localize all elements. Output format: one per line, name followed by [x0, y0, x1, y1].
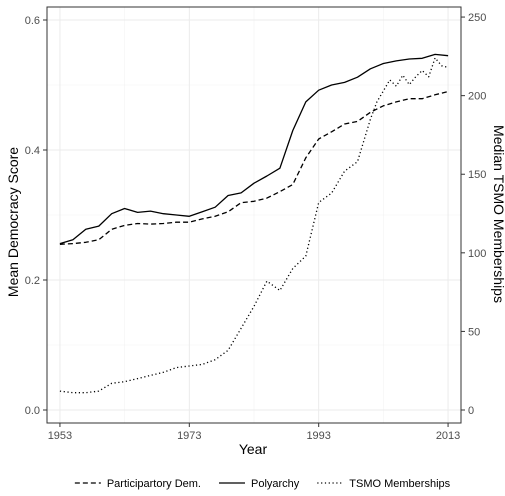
y-axis-left-title: Mean Democracy Score [5, 147, 21, 297]
y-right-tick-label: 50 [468, 326, 480, 338]
y-left-tick-label: 0.4 [25, 145, 40, 157]
y-left-tick-label: 0.6 [25, 15, 40, 27]
series-line-polyarchy [59, 53, 449, 245]
x-axis-title: Year [239, 441, 268, 457]
series-line-tsmo-memberships [59, 57, 449, 394]
y-axis-right-title: Median TSMO Memberships [491, 125, 505, 303]
y-right-tick-label: 0 [468, 405, 474, 417]
y-right-tick-label: 250 [468, 12, 486, 24]
y-left-tick-label: 0.0 [25, 405, 40, 417]
series-line-participartory-dem- [59, 90, 449, 245]
legend-label: Polyarchy [251, 478, 300, 490]
x-tick-label: 2013 [436, 430, 460, 442]
legend: Participartory Dem. Polyarchy TSMO Members… [74, 478, 451, 490]
y-right-tick-label: 200 [468, 91, 486, 103]
y-right-tick-label: 100 [468, 248, 486, 260]
x-tick-label: 1993 [306, 430, 330, 442]
series-layer [59, 53, 449, 394]
gridlines [47, 7, 461, 423]
y-right-tick-label: 150 [468, 169, 486, 181]
legend-label: TSMO Memberships [349, 478, 450, 490]
axes: 1953 1973 1993 2013 0.0 0.2 0.4 0.6 0 50 100 150 200… [25, 12, 487, 442]
panel-border [46, 6, 462, 424]
legend-label: Participartory Dem. [107, 478, 201, 490]
y-left-tick-label: 0.2 [25, 275, 40, 287]
x-tick-label: 1973 [177, 430, 201, 442]
x-tick-label: 1953 [48, 430, 72, 442]
